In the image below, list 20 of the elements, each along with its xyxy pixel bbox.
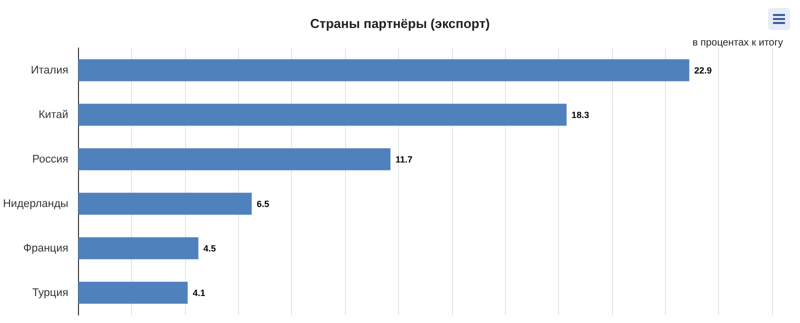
bar [78,104,567,126]
bar [78,237,198,260]
data-label: 4.5 [203,243,216,254]
y-tick-label: Россия [32,153,68,166]
y-tick-label: Китай [38,108,68,121]
data-label: 18.3 [572,110,590,120]
bar [78,192,252,215]
data-label: 6.5 [256,198,270,209]
data-label: 11.7 [395,154,412,164]
bar [78,148,390,170]
data-label: 4.1 [192,288,206,298]
y-tick-label: Нидерланды [2,198,68,210]
y-tick-label: Италия [30,64,68,76]
bar [78,282,188,304]
y-tick-label: Франция [23,242,68,254]
data-label: 22.9 [694,65,712,76]
y-tick-label: Турция [32,286,68,299]
chart-subtitle: в процентах к итогу [692,38,784,48]
bar [78,59,690,82]
chart-title: Страны партнёры (экспорт) [310,16,490,31]
